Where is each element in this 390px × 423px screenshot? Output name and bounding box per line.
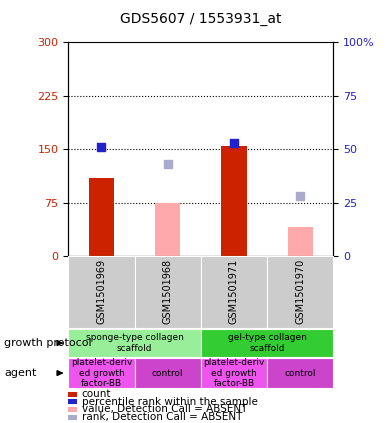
Text: GSM1501970: GSM1501970 xyxy=(295,259,305,324)
Text: GSM1501968: GSM1501968 xyxy=(163,259,173,324)
Text: value, Detection Call = ABSENT: value, Detection Call = ABSENT xyxy=(82,404,247,415)
Bar xyxy=(155,203,180,256)
Text: count: count xyxy=(82,389,111,399)
Text: platelet-deriv
ed growth
factor-BB: platelet-deriv ed growth factor-BB xyxy=(71,358,132,388)
Bar xyxy=(222,146,246,256)
Text: growth protocol: growth protocol xyxy=(4,338,92,348)
Text: GDS5607 / 1553931_at: GDS5607 / 1553931_at xyxy=(120,12,282,26)
Text: control: control xyxy=(285,368,316,378)
Point xyxy=(165,161,171,168)
Bar xyxy=(288,228,313,256)
Text: control: control xyxy=(152,368,183,378)
Point xyxy=(98,143,105,150)
Text: GSM1501971: GSM1501971 xyxy=(229,259,239,324)
Bar xyxy=(89,178,114,256)
Point xyxy=(231,139,237,146)
Text: platelet-deriv
ed growth
factor-BB: platelet-deriv ed growth factor-BB xyxy=(203,358,265,388)
Text: agent: agent xyxy=(4,368,36,378)
Text: rank, Detection Call = ABSENT: rank, Detection Call = ABSENT xyxy=(82,412,242,422)
Text: percentile rank within the sample: percentile rank within the sample xyxy=(82,397,257,407)
Text: sponge-type collagen
scaffold: sponge-type collagen scaffold xyxy=(86,333,183,353)
Text: GSM1501969: GSM1501969 xyxy=(96,259,106,324)
Text: gel-type collagen
scaffold: gel-type collagen scaffold xyxy=(228,333,307,353)
Point xyxy=(297,193,303,200)
